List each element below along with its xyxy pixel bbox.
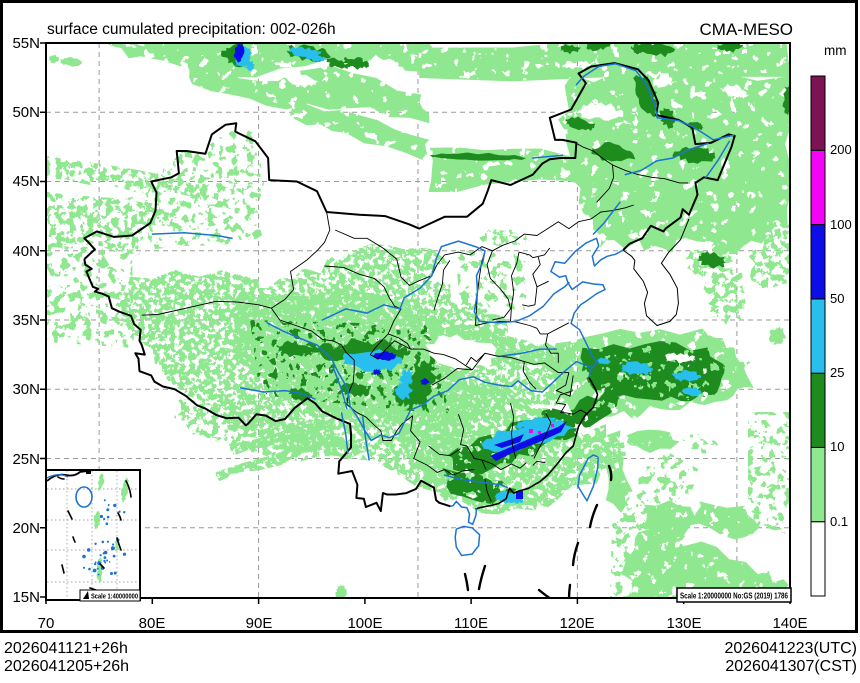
svg-text:Scale 1:40000000: Scale 1:40000000 <box>91 592 138 601</box>
svg-text:surface cumulated precipitatio: surface cumulated precipitation: 002-026… <box>47 21 336 38</box>
svg-text:2026041205+26h: 2026041205+26h <box>4 658 129 675</box>
svg-text:45N: 45N <box>12 173 40 190</box>
svg-text:55N: 55N <box>12 35 40 52</box>
svg-text:100E: 100E <box>347 615 382 632</box>
svg-text:50N: 50N <box>12 104 40 121</box>
svg-text:25: 25 <box>830 365 844 380</box>
svg-text:20N: 20N <box>12 520 40 537</box>
svg-text:110E: 110E <box>454 615 488 632</box>
svg-text:90E: 90E <box>246 615 273 632</box>
svg-text:2026041223(UTC): 2026041223(UTC) <box>724 640 857 657</box>
svg-text:30N: 30N <box>12 381 40 398</box>
svg-text:0.1: 0.1 <box>830 514 848 529</box>
svg-text:mm: mm <box>824 43 847 58</box>
svg-text:200: 200 <box>830 142 852 157</box>
svg-text:70: 70 <box>38 615 55 632</box>
svg-text:100: 100 <box>830 217 852 232</box>
svg-text:CMA-MESO: CMA-MESO <box>700 20 794 39</box>
svg-text:120E: 120E <box>559 615 594 632</box>
svg-text:50: 50 <box>830 291 844 306</box>
svg-text:15N: 15N <box>12 589 40 606</box>
svg-text:Scale 1:20000000 No:GS (2019): Scale 1:20000000 No:GS (2019) 1786 <box>680 591 788 601</box>
svg-text:2026041121+26h: 2026041121+26h <box>4 640 128 657</box>
svg-text:40N: 40N <box>12 243 40 260</box>
svg-text:140E: 140E <box>772 615 807 632</box>
svg-text:10: 10 <box>830 439 844 454</box>
svg-text:25N: 25N <box>12 451 40 468</box>
svg-text:35N: 35N <box>12 312 40 329</box>
svg-text:2026041307(CST): 2026041307(CST) <box>725 658 857 675</box>
svg-text:80E: 80E <box>139 615 166 632</box>
svg-text:130E: 130E <box>666 615 701 632</box>
